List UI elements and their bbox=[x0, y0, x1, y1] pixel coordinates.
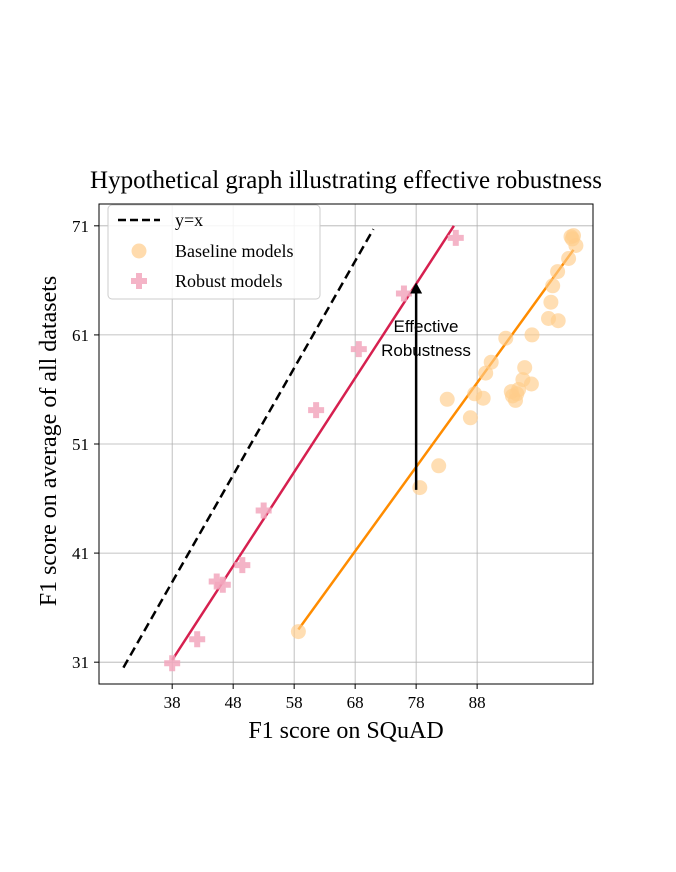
y-tick-label: 51 bbox=[72, 435, 89, 454]
x-tick-label: 88 bbox=[469, 693, 486, 712]
robust-model-point bbox=[234, 557, 251, 574]
baseline-model-point bbox=[462, 410, 478, 426]
annotation-arrow-head bbox=[410, 282, 423, 294]
legend: y=x Baseline models Robust models bbox=[107, 204, 321, 300]
robust-model-point bbox=[214, 576, 231, 593]
robust-model-point bbox=[308, 402, 325, 419]
baseline-model-point bbox=[431, 458, 447, 474]
baseline-model-point bbox=[524, 327, 540, 343]
chart-title: Hypothetical graph illustrating effectiv… bbox=[90, 167, 602, 194]
y-tick-label: 61 bbox=[72, 326, 89, 345]
baseline-model-point bbox=[564, 231, 580, 247]
baseline-model-point bbox=[412, 480, 428, 496]
x-tick-label: 58 bbox=[286, 693, 303, 712]
legend-key-robust bbox=[131, 273, 147, 289]
legend-box bbox=[107, 204, 321, 300]
baseline-model-point bbox=[523, 376, 539, 392]
baseline-model-point bbox=[545, 278, 561, 294]
identity-line bbox=[122, 228, 375, 669]
legend-key-baseline bbox=[131, 243, 147, 259]
x-tick-label: 78 bbox=[408, 693, 425, 712]
legend-label-robust: Robust models bbox=[175, 271, 283, 291]
robust-model-point bbox=[350, 341, 367, 358]
baseline-model-point bbox=[517, 360, 533, 376]
baseline-model-point bbox=[498, 330, 514, 346]
robust-model-point bbox=[189, 631, 206, 648]
annotation-line-1: Effective bbox=[394, 317, 459, 336]
baseline-model-point bbox=[550, 264, 566, 280]
x-axis-title: F1 score on SQuAD bbox=[248, 718, 443, 744]
robust-model-point bbox=[164, 655, 181, 672]
data-points bbox=[164, 228, 584, 672]
robust-model-point bbox=[208, 573, 225, 590]
robust-model-point bbox=[255, 502, 272, 519]
legend-label-baseline: Baseline models bbox=[175, 241, 293, 261]
axis-ticks: 38 48 58 68 78 88 31 41 51 61 71 bbox=[72, 217, 486, 712]
y-tick-label: 71 bbox=[72, 217, 89, 236]
baseline-model-point bbox=[543, 294, 559, 310]
x-tick-label: 48 bbox=[225, 693, 242, 712]
y-tick-label: 31 bbox=[72, 653, 89, 672]
baseline-model-point bbox=[561, 251, 577, 266]
baseline-model-point bbox=[511, 382, 527, 397]
x-tick-label: 38 bbox=[164, 693, 181, 712]
baseline-model-point bbox=[290, 624, 306, 640]
effective-robustness-annotation: Effective Robustness bbox=[381, 282, 471, 490]
baseline-model-point bbox=[439, 391, 455, 407]
baseline-model-point bbox=[475, 390, 491, 406]
robust-model-point bbox=[395, 285, 412, 302]
fit-line bbox=[297, 249, 575, 631]
y-tick-label: 41 bbox=[72, 544, 89, 563]
legend-label-y-equals-x: y=x bbox=[175, 210, 203, 230]
baseline-model-point bbox=[541, 311, 556, 326]
x-tick-label: 68 bbox=[347, 693, 364, 712]
robust-model-point bbox=[447, 229, 464, 246]
annotation-line-2: Robustness bbox=[381, 341, 471, 360]
y-axis-title: F1 score on average of all datasets bbox=[36, 276, 62, 607]
baseline-model-point bbox=[483, 354, 499, 370]
